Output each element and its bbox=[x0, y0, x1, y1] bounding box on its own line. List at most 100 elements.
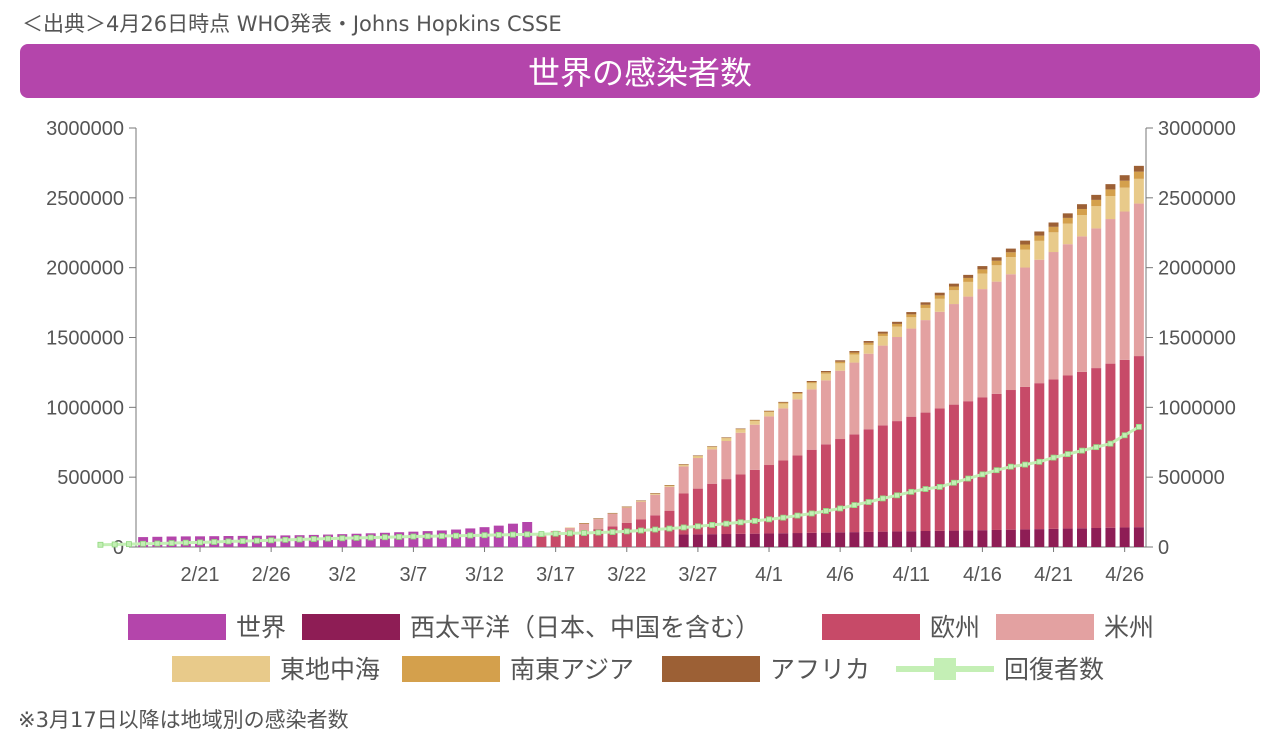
legend-swatch-americas bbox=[996, 614, 1094, 640]
bar-europe bbox=[991, 393, 1002, 530]
recovered-point bbox=[1135, 423, 1142, 430]
recovered-point bbox=[510, 531, 516, 538]
bar-americas bbox=[1034, 259, 1045, 384]
bar-wpac bbox=[1020, 529, 1031, 547]
x-tick-label: 2/21 bbox=[181, 564, 220, 586]
bar-americas bbox=[1119, 211, 1130, 360]
recovered-point bbox=[495, 532, 502, 538]
recovered-point bbox=[936, 484, 943, 490]
bar-americas bbox=[607, 513, 618, 527]
bar-europe bbox=[948, 404, 959, 531]
recovered-point bbox=[623, 528, 630, 535]
bar-emed bbox=[735, 429, 746, 433]
bar-wpac bbox=[721, 534, 732, 547]
chart-title-bar: 世界の感染者数 bbox=[20, 44, 1260, 98]
y-tick-label-right: 2000000 bbox=[1158, 258, 1236, 280]
recovered-point bbox=[524, 531, 531, 538]
bar-africa bbox=[579, 523, 590, 524]
bar-africa bbox=[678, 464, 689, 465]
bar-seasia bbox=[977, 269, 988, 274]
recovered-point bbox=[581, 530, 587, 536]
legend-label-europe: 欧州 bbox=[930, 613, 980, 642]
y-tick-label-left: 2000000 bbox=[46, 258, 124, 280]
recovered-point bbox=[438, 533, 445, 539]
bar-seasia bbox=[991, 260, 1002, 266]
bar-emed bbox=[920, 307, 931, 321]
bar-emed bbox=[564, 527, 575, 528]
bar-europe bbox=[820, 444, 831, 533]
y-tick-label-right: 3000000 bbox=[1158, 118, 1236, 140]
bar-americas bbox=[664, 486, 675, 511]
bar-emed bbox=[1077, 215, 1087, 237]
bar-europe bbox=[792, 455, 803, 534]
bar-wpac bbox=[1034, 529, 1045, 547]
bar-wpac bbox=[1119, 527, 1130, 547]
bar-europe bbox=[920, 412, 931, 532]
recovered-point bbox=[837, 505, 844, 512]
bar-wpac bbox=[877, 531, 888, 547]
recovered-point bbox=[111, 541, 118, 548]
recovered-point bbox=[965, 475, 972, 482]
bar-europe bbox=[707, 483, 718, 535]
bar-americas bbox=[735, 432, 746, 475]
y-tick-label-left: 2500000 bbox=[46, 188, 124, 210]
bar-americas bbox=[820, 380, 831, 445]
bar-africa bbox=[948, 283, 959, 287]
bar-emed bbox=[650, 493, 661, 495]
recovered-point bbox=[823, 508, 829, 514]
bar-americas bbox=[1077, 236, 1087, 372]
recovered-point bbox=[638, 527, 644, 534]
legend-swatch-seasia bbox=[402, 656, 500, 682]
bar-europe bbox=[1133, 356, 1144, 528]
bar-europe bbox=[806, 449, 817, 533]
bar-wpac bbox=[835, 532, 846, 547]
bar-americas bbox=[650, 494, 661, 516]
recovered-point bbox=[140, 540, 147, 547]
bar-emed bbox=[1020, 249, 1031, 268]
bar-europe bbox=[906, 416, 917, 532]
bar-wpac bbox=[792, 533, 803, 547]
bar-emed bbox=[934, 298, 945, 312]
legend-label-emed: 東地中海 bbox=[280, 655, 380, 684]
bar-africa bbox=[636, 500, 646, 502]
bar-wpac bbox=[1105, 527, 1116, 547]
bar-europe bbox=[564, 533, 575, 547]
recovered-point bbox=[467, 532, 474, 539]
recovered-point bbox=[951, 479, 957, 486]
bar-africa bbox=[735, 428, 746, 430]
bar-seasia bbox=[735, 428, 746, 430]
recovered-point bbox=[737, 519, 744, 526]
recovered-point bbox=[709, 522, 716, 528]
bar-seasia bbox=[1105, 189, 1116, 197]
bar-wpac bbox=[1062, 528, 1073, 547]
bar-emed bbox=[1062, 223, 1073, 245]
recovered-point bbox=[310, 536, 317, 542]
x-tick-label: 4/21 bbox=[1034, 564, 1073, 586]
bar-americas bbox=[792, 399, 803, 456]
bar-wpac bbox=[806, 532, 817, 547]
bar-wpac bbox=[820, 532, 831, 547]
recovered-point bbox=[410, 533, 417, 540]
bar-americas bbox=[778, 408, 789, 461]
recovered-point bbox=[382, 534, 388, 541]
bar-africa bbox=[749, 419, 760, 421]
x-tick-label: 3/12 bbox=[465, 564, 504, 586]
recovered-point bbox=[1079, 447, 1085, 454]
bar-wpac bbox=[849, 532, 860, 547]
bar-emed bbox=[977, 273, 988, 290]
bar-wpac bbox=[1005, 529, 1016, 547]
bar-africa bbox=[991, 257, 1002, 261]
recovered-point bbox=[197, 539, 203, 546]
recovered-point bbox=[481, 532, 488, 539]
bar-emed bbox=[636, 500, 646, 502]
recovered-point bbox=[566, 530, 573, 537]
bar-seasia bbox=[934, 295, 945, 299]
bar-africa bbox=[877, 331, 888, 334]
bar-emed bbox=[707, 446, 718, 450]
recovered-point bbox=[1022, 461, 1028, 468]
bar-europe bbox=[692, 488, 703, 535]
recovered-point bbox=[268, 537, 275, 544]
bar-africa bbox=[792, 391, 803, 393]
bar-europe bbox=[1034, 383, 1045, 530]
legend-label-wpac: 西太平洋（日本、中国を含む） bbox=[410, 613, 760, 642]
